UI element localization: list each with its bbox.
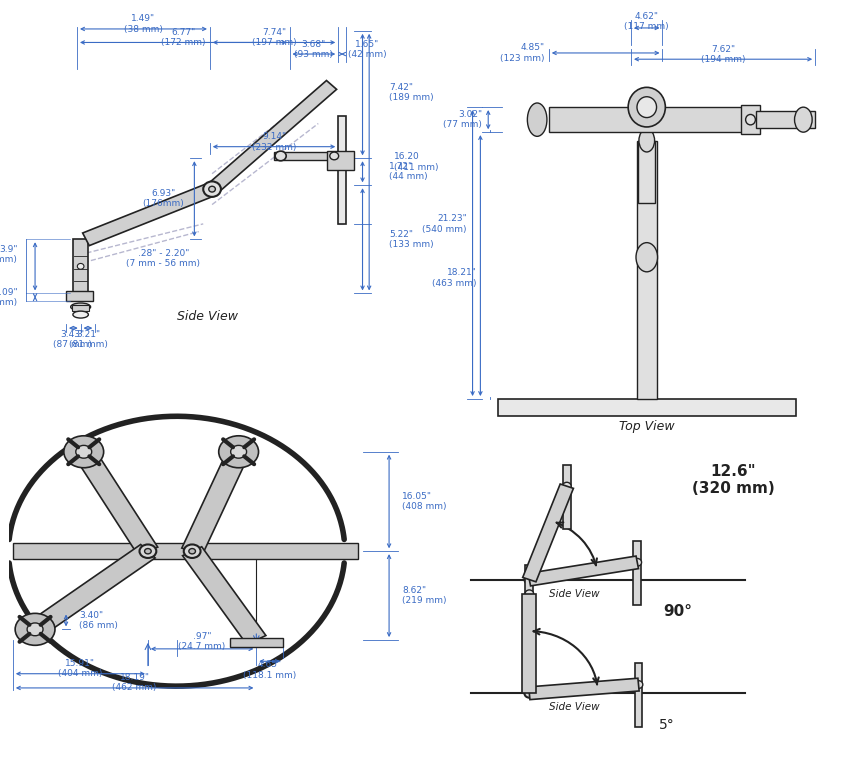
- Text: 6.93"
(176mm): 6.93" (176mm): [142, 189, 185, 208]
- Text: 5°: 5°: [659, 718, 674, 732]
- Text: 4.85"
(123 mm): 4.85" (123 mm): [500, 43, 545, 63]
- Ellipse shape: [189, 549, 196, 554]
- Text: 16.05"
(408 mm): 16.05" (408 mm): [403, 492, 447, 511]
- Ellipse shape: [145, 549, 151, 554]
- Text: 7.74"
(197 mm): 7.74" (197 mm): [252, 28, 296, 47]
- Ellipse shape: [637, 96, 657, 117]
- Bar: [757, 111, 815, 128]
- Text: 4.65"
(118.1 mm): 4.65" (118.1 mm): [243, 661, 296, 680]
- Text: 3.02"
(77 mm): 3.02" (77 mm): [443, 110, 483, 130]
- Text: 3.40"
(86 mm): 3.40" (86 mm): [79, 611, 118, 630]
- Ellipse shape: [528, 103, 547, 137]
- Bar: [338, 116, 344, 224]
- Polygon shape: [523, 594, 536, 693]
- Polygon shape: [528, 556, 638, 586]
- Bar: [633, 541, 641, 605]
- Ellipse shape: [184, 544, 201, 558]
- Bar: [635, 663, 643, 727]
- Text: 16.20
(411 mm): 16.20 (411 mm): [393, 152, 438, 172]
- Polygon shape: [28, 544, 155, 636]
- Ellipse shape: [628, 87, 665, 127]
- Ellipse shape: [795, 107, 812, 132]
- Bar: [498, 399, 796, 415]
- Text: 18.19"
(462 mm): 18.19" (462 mm): [112, 673, 157, 692]
- Ellipse shape: [71, 303, 90, 310]
- Polygon shape: [183, 547, 266, 645]
- Polygon shape: [74, 448, 157, 555]
- Ellipse shape: [76, 445, 92, 458]
- Ellipse shape: [64, 435, 104, 468]
- Bar: [637, 141, 657, 399]
- Bar: [71, 305, 89, 310]
- Ellipse shape: [524, 575, 534, 584]
- Text: 1.72"
(44 mm): 1.72" (44 mm): [389, 162, 428, 181]
- Ellipse shape: [745, 114, 756, 125]
- Bar: [740, 105, 760, 134]
- Polygon shape: [523, 484, 574, 582]
- Text: 3.9"
(99 mm): 3.9" (99 mm): [0, 245, 17, 265]
- Text: 6.77"
(172 mm): 6.77" (172 mm): [161, 28, 206, 47]
- Text: Side View: Side View: [549, 703, 599, 713]
- Bar: [563, 465, 571, 529]
- Ellipse shape: [203, 181, 221, 197]
- Text: 4.62"
(117 mm): 4.62" (117 mm): [625, 12, 669, 32]
- Text: 3.21"
(81 mm): 3.21" (81 mm): [69, 330, 107, 350]
- Text: 5.22"
(133 mm): 5.22" (133 mm): [389, 229, 434, 249]
- Bar: [274, 152, 336, 161]
- Text: .97"
(24.7 mm): .97" (24.7 mm): [179, 632, 226, 652]
- Text: .28" - 2.20"
(7 mm - 56 mm): .28" - 2.20" (7 mm - 56 mm): [127, 249, 200, 269]
- Bar: [72, 239, 89, 293]
- Ellipse shape: [525, 590, 534, 598]
- Bar: [638, 141, 655, 203]
- Text: 21.23"
(540 mm): 21.23" (540 mm): [422, 214, 466, 234]
- Ellipse shape: [633, 558, 642, 566]
- Text: Top View: Top View: [619, 419, 675, 432]
- Polygon shape: [528, 679, 639, 699]
- Text: 1.49"
(38 mm): 1.49" (38 mm): [124, 14, 163, 34]
- Bar: [327, 151, 354, 170]
- Text: 3.68"
(93 mm): 3.68" (93 mm): [294, 39, 334, 59]
- Ellipse shape: [15, 613, 55, 645]
- Text: 18.21"
(463 mm): 18.21" (463 mm): [432, 269, 477, 288]
- Ellipse shape: [219, 435, 259, 468]
- Text: 9.14"
(232 mm): 9.14" (232 mm): [252, 132, 296, 152]
- Bar: [66, 291, 93, 301]
- Ellipse shape: [231, 445, 247, 458]
- Text: 8.62"
(219 mm): 8.62" (219 mm): [403, 586, 447, 605]
- Bar: [525, 565, 534, 615]
- Text: 90°: 90°: [664, 604, 693, 619]
- Ellipse shape: [639, 129, 654, 152]
- Ellipse shape: [330, 152, 339, 160]
- Ellipse shape: [73, 311, 89, 318]
- Text: 12.6"
(320 mm): 12.6" (320 mm): [692, 464, 774, 496]
- Ellipse shape: [140, 544, 157, 558]
- Text: Side View: Side View: [177, 310, 238, 323]
- Ellipse shape: [27, 623, 43, 635]
- Text: 7.42"
(189 mm): 7.42" (189 mm): [389, 83, 434, 103]
- Bar: [549, 107, 745, 132]
- Text: 7.62"
(194 mm): 7.62" (194 mm): [701, 45, 745, 64]
- Bar: [230, 638, 283, 647]
- Text: 1.65"
(42 mm): 1.65" (42 mm): [348, 39, 386, 59]
- Text: Side View: Side View: [549, 589, 599, 599]
- Polygon shape: [182, 449, 249, 554]
- Bar: [13, 543, 358, 559]
- Ellipse shape: [563, 482, 571, 490]
- Polygon shape: [207, 80, 337, 194]
- Text: 15.91"
(404 mm): 15.91" (404 mm): [58, 659, 103, 678]
- Bar: [338, 116, 346, 224]
- Ellipse shape: [275, 151, 286, 161]
- Text: 3.43"
(87 mm): 3.43" (87 mm): [54, 330, 92, 350]
- Text: ≤ 1.09"
(≤ 28 mm): ≤ 1.09" (≤ 28 mm): [0, 287, 17, 307]
- Ellipse shape: [524, 689, 534, 698]
- Polygon shape: [83, 183, 215, 245]
- Ellipse shape: [208, 186, 215, 192]
- Ellipse shape: [77, 263, 84, 269]
- Ellipse shape: [634, 681, 643, 689]
- Ellipse shape: [636, 242, 658, 272]
